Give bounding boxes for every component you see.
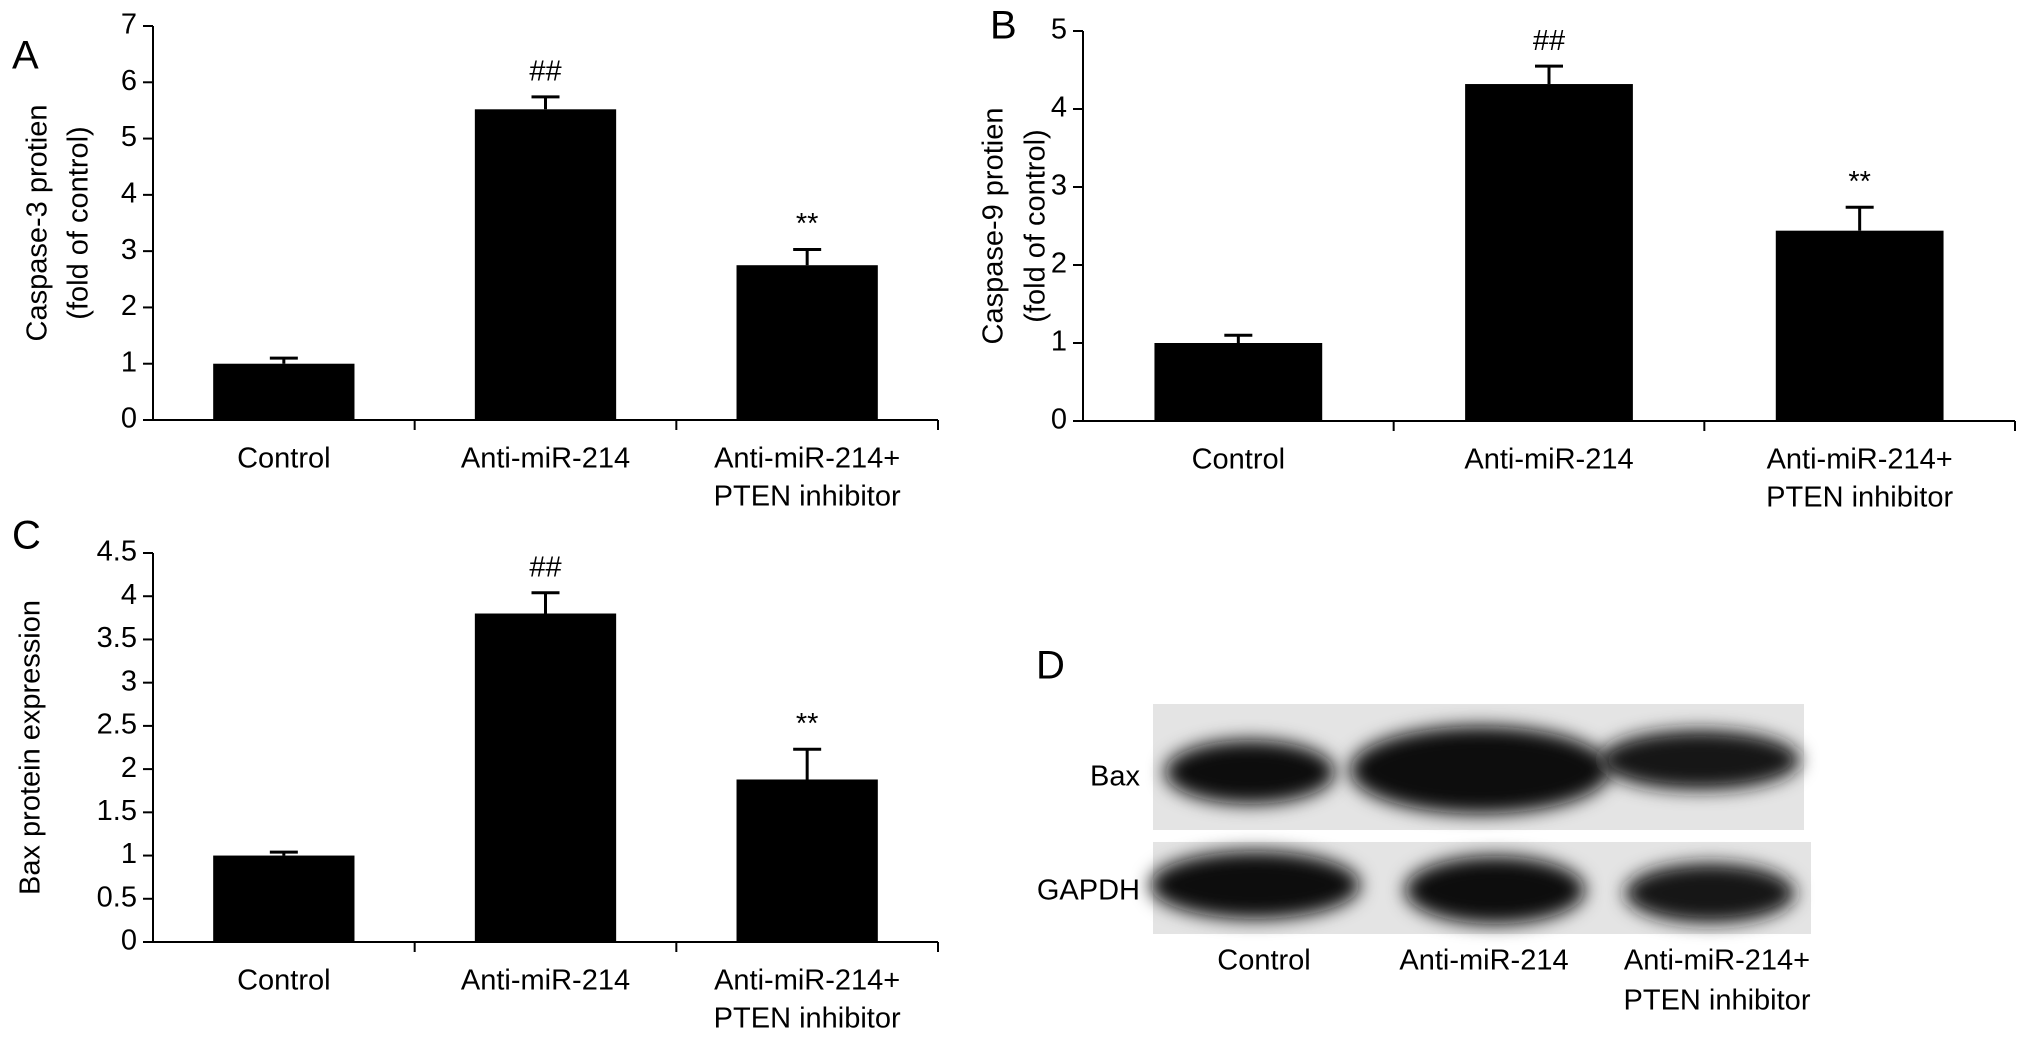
- panel-letter: C: [12, 514, 41, 558]
- y-tick-label: 0: [121, 925, 137, 957]
- y-axis-label: Caspase-9 protien: [978, 108, 1010, 345]
- error-bar: [1224, 333, 1253, 343]
- blot-band: [1405, 856, 1585, 924]
- x-tick-label: PTEN inhibitor: [714, 481, 901, 513]
- blot-band: [1625, 863, 1795, 923]
- significance-label: ##: [529, 551, 561, 583]
- y-tick-label: 5: [121, 121, 137, 153]
- blot-band: [1165, 740, 1335, 804]
- error-bar: [1535, 64, 1563, 85]
- y-tick-label: 4.5: [97, 536, 137, 568]
- y-tick-label: 1: [121, 346, 137, 378]
- x-tick-label: Anti-miR-214: [1464, 444, 1633, 476]
- error-bar: [531, 95, 560, 110]
- blot-band: [1350, 726, 1610, 814]
- blot-lane-label: Anti-miR-214+: [1624, 945, 1810, 977]
- bar: [1465, 84, 1633, 421]
- y-tick-label: 1: [1051, 326, 1067, 358]
- bar: [1154, 343, 1323, 421]
- y-axis-label: (fold of control): [1020, 129, 1052, 322]
- panel-letter: B: [990, 4, 1017, 48]
- y-tick-label: 3.5: [97, 622, 137, 654]
- blot-band: [1600, 730, 1800, 790]
- x-tick-label: PTEN inhibitor: [1766, 482, 1953, 514]
- x-tick-label: Control: [237, 965, 331, 997]
- y-tick-label: 6: [121, 65, 137, 97]
- y-tick-label: 3: [1051, 170, 1067, 202]
- error-bar: [269, 356, 298, 364]
- x-tick-label: PTEN inhibitor: [714, 1003, 901, 1035]
- blot-panel: D Bax GAPDH: [1036, 644, 1811, 934]
- x-tick-label: Anti-miR-214+: [1767, 444, 1953, 476]
- y-tick-label: 2: [121, 752, 137, 784]
- y-tick-label: 3: [121, 665, 137, 697]
- y-tick-label: 2: [1051, 248, 1067, 280]
- error-bar: [269, 850, 298, 856]
- significance-label: **: [796, 208, 819, 240]
- significance-label: ##: [529, 56, 561, 88]
- y-tick-label: 0.5: [97, 881, 137, 913]
- y-tick-label: 4: [121, 579, 137, 611]
- y-tick-label: 0: [1051, 404, 1067, 436]
- x-tick-label: Anti-miR-214: [461, 443, 630, 475]
- bar: [213, 363, 355, 420]
- x-tick-label: Control: [1192, 444, 1286, 476]
- x-tick-label: Control: [237, 443, 331, 475]
- bar: [736, 779, 878, 942]
- y-tick-label: 1.5: [97, 795, 137, 827]
- y-tick-label: 2: [121, 290, 137, 322]
- x-tick-label: Anti-miR-214+: [714, 965, 900, 997]
- blot-lane-label: Anti-miR-214: [1399, 945, 1568, 977]
- y-tick-label: 4: [121, 178, 137, 210]
- y-tick-label: 2.5: [97, 709, 137, 741]
- error-bar: [531, 591, 560, 614]
- bar: [736, 265, 878, 420]
- blot-row-label: Bax: [1090, 761, 1140, 793]
- blot-band: [1150, 851, 1360, 919]
- error-bar: [793, 747, 822, 780]
- y-axis-label: Bax protein expression: [15, 600, 47, 895]
- blot-row-label: GAPDH: [1037, 875, 1140, 907]
- y-tick-label: 4: [1051, 92, 1067, 124]
- significance-label: **: [796, 708, 819, 740]
- y-axis-label: Caspase-3 protien: [22, 105, 54, 342]
- x-tick-label: Anti-miR-214: [461, 965, 630, 997]
- y-tick-label: 5: [1051, 14, 1067, 46]
- bar: [474, 613, 617, 942]
- panel-letter: D: [1036, 644, 1065, 688]
- significance-label: ##: [1533, 25, 1565, 57]
- blot-lane-label: PTEN inhibitor: [1624, 985, 1811, 1017]
- blot-lane-label: Control: [1217, 945, 1311, 977]
- x-tick-label: Anti-miR-214+: [714, 443, 900, 475]
- significance-label: **: [1848, 166, 1871, 198]
- y-tick-label: 1: [121, 838, 137, 870]
- bar: [213, 855, 355, 942]
- y-tick-label: 3: [121, 234, 137, 266]
- error-bar: [1845, 205, 1874, 231]
- error-bar: [793, 247, 822, 266]
- bar: [474, 109, 617, 420]
- bar: [1775, 230, 1944, 421]
- y-axis-label: (fold of control): [63, 126, 95, 319]
- y-tick-label: 7: [121, 9, 137, 41]
- panel-letter: A: [12, 34, 39, 78]
- y-tick-label: 0: [121, 403, 137, 435]
